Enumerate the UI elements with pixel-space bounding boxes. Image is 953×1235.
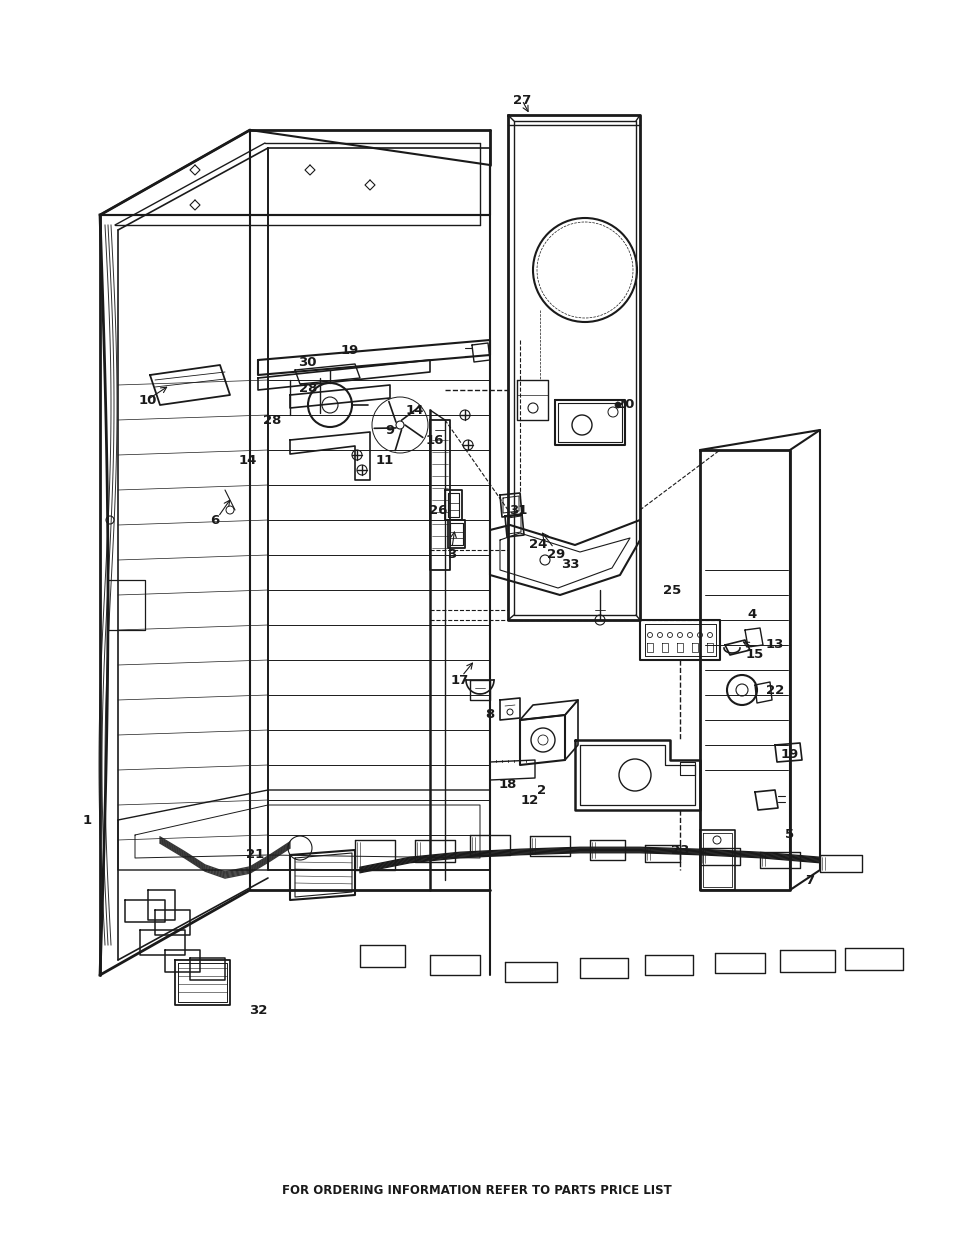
Text: 14: 14 xyxy=(405,404,424,416)
Text: 27: 27 xyxy=(513,94,531,106)
Text: 2: 2 xyxy=(537,783,546,797)
Text: 10: 10 xyxy=(139,394,157,406)
Text: 20: 20 xyxy=(616,399,634,411)
Text: 31: 31 xyxy=(508,504,527,516)
Text: 33: 33 xyxy=(560,558,578,572)
Text: 23: 23 xyxy=(670,844,688,857)
Text: 29: 29 xyxy=(546,548,564,562)
Text: 7: 7 xyxy=(804,873,814,887)
Text: 5: 5 xyxy=(784,829,794,841)
Text: 13: 13 xyxy=(765,638,783,652)
Text: 32: 32 xyxy=(249,1004,267,1016)
Text: 1: 1 xyxy=(82,814,91,826)
Text: 19: 19 xyxy=(340,343,358,357)
Text: 18: 18 xyxy=(498,778,517,792)
Text: 25: 25 xyxy=(662,583,680,597)
Text: 30: 30 xyxy=(297,356,315,368)
Text: 28: 28 xyxy=(262,414,281,426)
Text: 14: 14 xyxy=(238,453,257,467)
Text: 3: 3 xyxy=(447,548,456,562)
Text: 12: 12 xyxy=(520,794,538,806)
Text: 17: 17 xyxy=(451,673,469,687)
Text: FOR ORDERING INFORMATION REFER TO PARTS PRICE LIST: FOR ORDERING INFORMATION REFER TO PARTS … xyxy=(282,1183,671,1197)
Text: 6: 6 xyxy=(211,514,219,526)
Circle shape xyxy=(615,403,620,408)
Text: 22: 22 xyxy=(765,683,783,697)
Text: 19: 19 xyxy=(781,748,799,762)
Text: 16: 16 xyxy=(425,433,444,447)
Text: 15: 15 xyxy=(745,648,763,662)
Text: 11: 11 xyxy=(375,453,394,467)
Text: 8: 8 xyxy=(485,709,494,721)
Text: 4: 4 xyxy=(746,609,756,621)
Text: 28: 28 xyxy=(298,382,316,394)
Text: 21: 21 xyxy=(246,848,264,862)
Text: 24: 24 xyxy=(528,538,547,552)
Text: 26: 26 xyxy=(428,504,447,516)
Text: 9: 9 xyxy=(385,424,395,436)
